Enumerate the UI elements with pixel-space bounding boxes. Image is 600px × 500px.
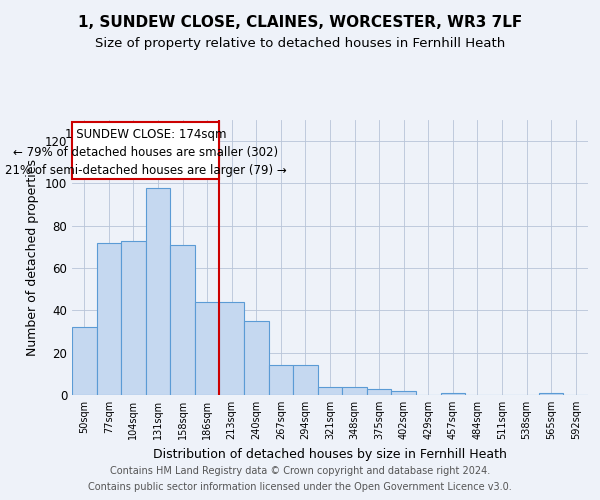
Bar: [293, 366, 318, 395]
Bar: [244, 321, 269, 395]
Bar: [121, 240, 146, 395]
Bar: [318, 386, 342, 395]
Text: 1 SUNDEW CLOSE: 174sqm: 1 SUNDEW CLOSE: 174sqm: [65, 128, 226, 141]
Bar: [391, 391, 416, 395]
Bar: [269, 366, 293, 395]
Bar: [367, 388, 391, 395]
Bar: [97, 242, 121, 395]
Bar: [220, 302, 244, 395]
Text: 21% of semi-detached houses are larger (79) →: 21% of semi-detached houses are larger (…: [5, 164, 287, 177]
Bar: [342, 386, 367, 395]
X-axis label: Distribution of detached houses by size in Fernhill Heath: Distribution of detached houses by size …: [153, 448, 507, 460]
Bar: [440, 393, 465, 395]
FancyBboxPatch shape: [72, 122, 220, 179]
Text: Contains HM Land Registry data © Crown copyright and database right 2024.: Contains HM Land Registry data © Crown c…: [110, 466, 490, 476]
Text: Size of property relative to detached houses in Fernhill Heath: Size of property relative to detached ho…: [95, 38, 505, 51]
Bar: [539, 393, 563, 395]
Bar: [72, 328, 97, 395]
Bar: [195, 302, 220, 395]
Y-axis label: Number of detached properties: Number of detached properties: [26, 159, 39, 356]
Text: 1, SUNDEW CLOSE, CLAINES, WORCESTER, WR3 7LF: 1, SUNDEW CLOSE, CLAINES, WORCESTER, WR3…: [78, 15, 522, 30]
Bar: [146, 188, 170, 395]
Bar: [170, 245, 195, 395]
Text: ← 79% of detached houses are smaller (302): ← 79% of detached houses are smaller (30…: [13, 146, 278, 160]
Text: Contains public sector information licensed under the Open Government Licence v3: Contains public sector information licen…: [88, 482, 512, 492]
